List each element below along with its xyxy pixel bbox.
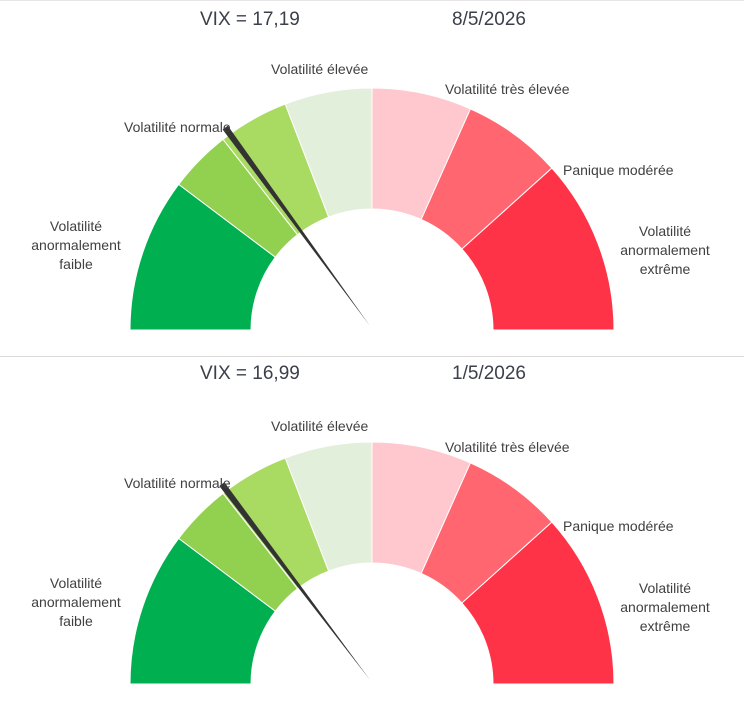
gauge-chart-2 (129, 441, 615, 685)
gauge-needle (222, 125, 370, 327)
date-label: 1/5/2026 (452, 363, 526, 384)
vix-value-label: VIX = 17,19 (200, 9, 300, 30)
gauge-zone-5 (461, 521, 615, 685)
gauge-zone-5 (461, 167, 615, 331)
label-volatilite-tres-elevee: Volatilité très élevée (445, 439, 570, 455)
label-volatilite-normale: Volatilité normale (124, 475, 231, 491)
label-volatilite-anormalement-extreme: Volatilité anormalement extrême (620, 223, 710, 277)
label-volatilite-anormalement-extreme: Volatilité anormalement extrême (620, 580, 710, 634)
label-volatilite-anormalement-faible: Volatilité anormalement faible (31, 218, 121, 272)
gauge-panel-2: VIX = 16,99 1/5/2026 Volatilité normale … (0, 354, 744, 706)
label-panique-moderee: Panique modérée (563, 518, 674, 534)
label-volatilite-elevee: Volatilité élevée (271, 61, 369, 77)
label-volatilite-normale: Volatilité normale (124, 119, 231, 135)
label-volatilite-elevee: Volatilité élevée (271, 418, 369, 434)
label-volatilite-tres-elevee: Volatilité très élevée (445, 81, 570, 97)
gauge-panel-1: VIX = 17,19 8/5/2026 Volatilité normale … (0, 0, 744, 352)
date-label: 8/5/2026 (452, 9, 526, 30)
gauge-chart-1 (129, 87, 615, 331)
panel-divider (0, 356, 744, 357)
top-border (0, 0, 744, 1)
label-volatilite-anormalement-faible: Volatilité anormalement faible (31, 575, 121, 629)
label-panique-moderee: Panique modérée (563, 162, 674, 178)
vix-value-label: VIX = 16,99 (200, 363, 300, 384)
gauge-needle (219, 482, 370, 680)
